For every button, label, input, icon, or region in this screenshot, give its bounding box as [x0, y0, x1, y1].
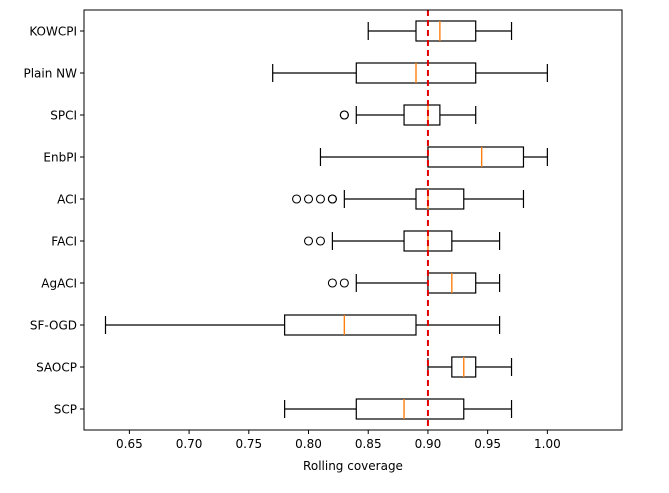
x-tick-label-6: 0.95	[474, 437, 501, 451]
flier-aci-2	[315, 194, 326, 204]
y-tick-label-scp: SCP	[54, 403, 77, 417]
y-tick-label-aci: ACI	[57, 193, 77, 207]
y-tick-label-spci: SPCI	[50, 109, 77, 123]
plot-frame	[83, 9, 623, 431]
box-sf-ogd	[284, 314, 417, 336]
x-tick-label-3: 0.80	[295, 437, 322, 451]
flier-aci-1	[303, 194, 314, 204]
flier-agaci-0	[327, 278, 337, 288]
x-tick-label-4: 0.85	[355, 437, 382, 451]
y-tick-label-plain-nw: Plain NW	[23, 67, 77, 81]
flier-agaci-1	[339, 278, 349, 288]
flier-aci-4	[327, 194, 337, 204]
x-tick-label-2: 0.75	[235, 437, 262, 451]
box-kowcpi	[415, 20, 477, 42]
y-tick-label-agaci: AgACI	[41, 277, 77, 291]
y-tick-label-faci: FACI	[51, 235, 77, 249]
flier-aci-0	[292, 194, 302, 204]
x-tick-label-5: 0.90	[415, 437, 442, 451]
y-tick-label-kowcpi: KOWCPI	[29, 25, 77, 39]
x-tick-label-1: 0.70	[176, 437, 203, 451]
box-scp	[355, 398, 465, 420]
box-aci	[415, 188, 465, 210]
box-spci	[403, 104, 441, 126]
plot-area: KOWCPI Plain NW SPCI EnbPI ACI FACI AgACI SF-OG…	[23, 9, 623, 451]
x-axis-label: Rolling coverage	[303, 459, 403, 473]
x-tick-label-0: 0.65	[116, 437, 143, 451]
x-tick-label-7: 1.00	[534, 437, 561, 451]
y-tick-label-sf-ogd: SF-OGD	[30, 319, 77, 333]
y-tick-label-enbpi: EnbPI	[43, 151, 77, 165]
flier-faci-0	[303, 236, 314, 246]
flier-faci-1	[315, 236, 326, 246]
flier-spci-1	[339, 110, 349, 120]
box-enbpi	[427, 146, 525, 168]
y-tick-label-saocp: SAOCP	[36, 361, 77, 375]
